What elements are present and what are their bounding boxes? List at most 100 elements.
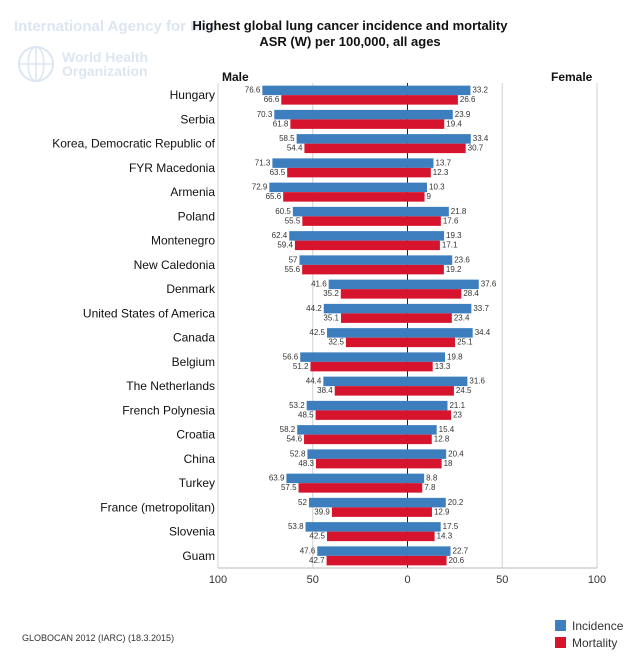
value-female-mortality-china: 18 [444,459,453,468]
x-tick-label: 50 [307,574,319,586]
category-label-the-netherlands: The Netherlands [126,379,215,393]
bar-male-mortality-croatia [304,434,408,445]
bar-male-mortality-guam [326,555,408,566]
bar-male-incidence-the-netherlands [323,376,408,387]
bar-male-incidence-serbia [274,109,408,120]
value-male-incidence-canada: 42.5 [309,328,325,337]
value-male-incidence-turkey: 63.9 [269,474,285,483]
value-male-mortality-the-netherlands: 38.4 [317,386,333,395]
bar-female-mortality-korea-democratic-republic-of [407,143,466,154]
bar-male-incidence-armenia [269,182,408,193]
bar-female-incidence-denmark [407,279,479,290]
bar-male-incidence-united-states-of-america [323,303,408,314]
value-male-mortality-belgium: 51.2 [293,362,309,371]
bar-male-incidence-montenegro [289,231,408,241]
value-female-incidence-the-netherlands: 31.6 [469,377,485,386]
value-female-incidence-denmark: 37.6 [481,280,497,289]
bar-female-mortality-france-metropolitan [407,507,432,517]
value-female-mortality-new-caledonia: 19.2 [446,265,462,274]
bar-female-mortality-hungary [407,95,458,105]
bar-female-incidence-china [407,449,447,459]
bar-male-mortality-fyr-macedonia [287,167,408,178]
bar-female-mortality-armenia [407,192,425,202]
value-female-incidence-armenia: 10.3 [429,183,445,192]
bar-male-mortality-canada [345,337,408,348]
value-male-incidence-china: 52.8 [290,449,306,458]
value-male-mortality-slovenia: 42.5 [309,532,325,541]
bar-female-mortality-french-polynesia [407,410,452,420]
bar-male-incidence-denmark [328,279,408,290]
bar-female-incidence-serbia [407,109,453,120]
bar-female-incidence-france-metropolitan [407,497,446,508]
bar-female-mortality-denmark [407,289,462,299]
category-label-fyr-macedonia: FYR Macedonia [129,161,215,175]
category-label-turkey: Turkey [179,476,215,490]
bar-male-mortality-france-metropolitan [331,507,408,517]
bar-male-incidence-belgium [300,352,408,362]
legend-item-incidence: Incidence [555,617,623,634]
chart-legend: Incidence Mortality [555,617,623,651]
value-male-incidence-korea-democratic-republic-of: 58.5 [279,134,295,143]
bar-male-incidence-slovenia [305,522,408,532]
bar-male-incidence-croatia [297,425,408,435]
bar-female-mortality-guam [407,555,447,566]
legend-item-mortality: Mortality [555,634,623,651]
value-male-incidence-armenia: 72.9 [252,183,268,192]
value-male-incidence-fyr-macedonia: 71.3 [255,158,271,167]
bar-female-mortality-montenegro [407,240,440,251]
bar-male-mortality-slovenia [326,531,408,542]
x-tick-label: 100 [588,574,606,586]
category-label-serbia: Serbia [180,112,215,126]
value-male-incidence-slovenia: 53.8 [288,522,304,531]
watermark-agency-text: International Agency for Res [14,18,218,35]
value-male-incidence-hungary: 76.6 [245,86,261,95]
chart-title-block: Highest global lung cancer incidence and… [180,18,520,50]
bar-male-incidence-france-metropolitan [308,497,408,508]
bar-female-incidence-poland [407,206,449,217]
bar-male-incidence-hungary [262,85,408,96]
value-male-incidence-new-caledonia: 57 [289,255,298,264]
value-female-incidence-united-states-of-america: 33.7 [473,304,489,313]
bar-female-incidence-croatia [407,425,437,435]
chart-title: Highest global lung cancer incidence and… [192,18,508,33]
bar-male-incidence-turkey [286,473,408,484]
bar-female-mortality-china [407,458,442,469]
category-label-united-states-of-america: United States of America [83,306,215,320]
value-female-mortality-slovenia: 14.3 [437,532,453,541]
watermark-org-line2: Organization [62,63,148,79]
value-male-mortality-turkey: 57.5 [281,483,297,492]
bar-male-incidence-guam [317,546,408,556]
bar-male-incidence-korea-democratic-republic-of [296,134,408,144]
category-label-slovenia: Slovenia [169,525,215,539]
bar-male-mortality-new-caledonia [302,264,408,275]
x-tick-label: 0 [404,574,410,586]
value-female-mortality-canada: 25.1 [457,338,473,347]
bar-male-mortality-china [315,458,408,469]
bar-female-mortality-belgium [407,361,433,372]
bar-male-incidence-canada [326,328,408,338]
value-male-mortality-france-metropolitan: 39.9 [314,507,330,516]
value-male-incidence-french-polynesia: 53.2 [289,401,305,410]
category-label-poland: Poland [178,209,215,223]
category-label-china: China [184,452,216,466]
value-male-incidence-serbia: 70.3 [257,110,273,119]
value-male-incidence-croatia: 58.2 [280,425,296,434]
bar-female-mortality-canada [407,337,456,348]
bar-male-incidence-fyr-macedonia [272,158,408,168]
bar-male-mortality-turkey [298,483,408,493]
value-female-incidence-french-polynesia: 21.1 [449,401,465,410]
value-male-incidence-montenegro: 62.4 [272,231,288,240]
value-female-mortality-belgium: 13.3 [435,362,451,371]
value-female-incidence-belgium: 19.8 [447,352,463,361]
value-female-mortality-fyr-macedonia: 12.3 [433,168,449,177]
value-male-mortality-korea-democratic-republic-of: 54.4 [287,144,303,153]
value-female-mortality-french-polynesia: 23 [453,410,462,419]
value-female-incidence-turkey: 8.8 [426,474,438,483]
value-male-mortality-poland: 55.5 [285,216,301,225]
value-female-incidence-fyr-macedonia: 13.7 [435,158,451,167]
category-label-korea-democratic-republic-of: Korea, Democratic Republic of [52,137,215,151]
bar-male-mortality-the-netherlands [334,386,408,396]
value-female-mortality-guam: 20.6 [449,556,465,565]
category-label-new-caledonia: New Caledonia [134,258,216,272]
